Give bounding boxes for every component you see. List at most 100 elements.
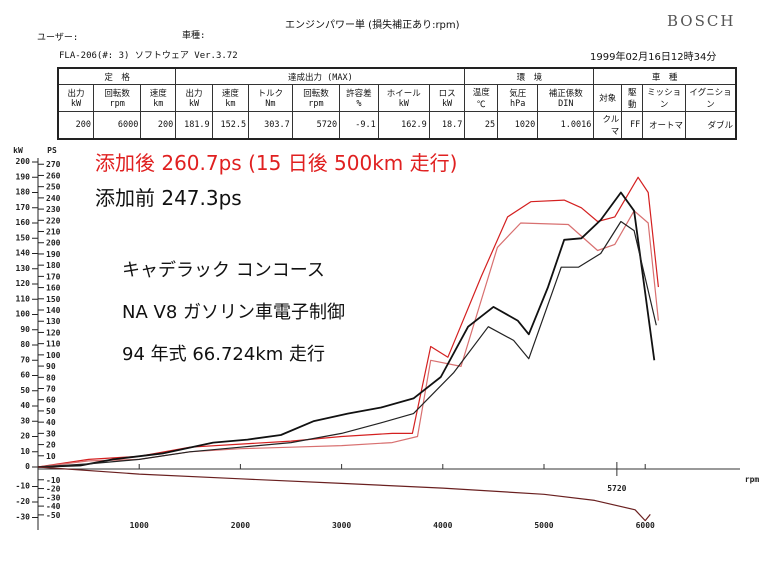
x-tick-label: 3000 [332, 521, 351, 530]
column-header: 速度 km [140, 84, 177, 112]
ps-tick-label: 230 [46, 205, 61, 214]
column-header: ミッション [642, 84, 686, 112]
datetime: 1999年02月16日12時34分 [590, 52, 717, 63]
column-header: 回転数 rpm [291, 84, 341, 112]
kw-tick-label: 60 [20, 371, 30, 380]
kw-tick-label: 0 [25, 462, 30, 471]
ps-tick-label: 110 [46, 340, 61, 349]
kw-tick-label: 70 [20, 355, 30, 364]
kw-tick-label: 40 [20, 401, 30, 410]
ps-tick-label: 210 [46, 228, 61, 237]
x-axis-label: rpm [745, 475, 760, 484]
series-line-4 [37, 466, 651, 522]
ps-tick-label: 270 [46, 160, 61, 169]
table-cell: 1.0016 [537, 111, 595, 140]
ps-tick-label: -20 [46, 485, 61, 494]
kw-tick-label: -10 [16, 482, 31, 491]
document-title: エンジンパワー単 (損失補正あり:rpm) [285, 20, 460, 31]
ps-tick-label: 160 [46, 284, 61, 293]
ps-tick-label: 150 [46, 295, 61, 304]
column-header: 許容差 % [339, 84, 379, 112]
table-group-row: 定 格 達成出力 (MAX) 環 境 車 種 [57, 67, 737, 85]
ps-tick-label: 140 [46, 306, 61, 315]
ps-tick-label: 70 [46, 385, 56, 394]
table-cell: 162.9 [377, 111, 430, 140]
x-tick-label: 5000 [534, 521, 553, 530]
table-cell: オートマ [642, 111, 686, 140]
spec-table: 定 格 達成出力 (MAX) 環 境 車 種 出力 kW 回転数 rpm 速度 km… [57, 67, 737, 140]
column-header: 温度 ℃ [464, 84, 499, 112]
y-axis-label-ps: PS [47, 146, 57, 155]
kw-tick-label: -30 [16, 513, 31, 522]
kw-tick-label: 90 [20, 325, 30, 334]
table-cell: クルマ [593, 111, 623, 140]
ps-tick-label: 40 [46, 418, 56, 427]
ps-tick-label: 10 [46, 452, 56, 461]
kw-tick-label: 180 [16, 188, 31, 197]
annotation-year: 94 年式 66.724km 走行 [122, 344, 326, 365]
ps-tick-label: 120 [46, 328, 61, 337]
kw-tick-label: 160 [16, 218, 31, 227]
x-tick-label: 2000 [231, 521, 250, 530]
ps-tick-label: -40 [46, 502, 61, 511]
kw-tick-label: 200 [16, 157, 31, 166]
ps-tick-label: 170 [46, 272, 61, 281]
table-cell: 200 [57, 111, 94, 140]
ps-tick-label: -30 [46, 493, 61, 502]
table-row: 200 6000 200 181.9 152.5 303.7 5720 -9.1 162.9 18… [57, 111, 737, 140]
kw-tick-label: 130 [16, 264, 31, 273]
column-header: 回転数 rpm [92, 84, 142, 112]
series-line-2 [37, 191, 656, 468]
column-header: 補正係数 DIN [537, 84, 595, 112]
annotation-engine: NA V8 ガソリン車電子制御 [122, 302, 345, 323]
column-header: ロス kW [428, 84, 466, 112]
device-info: FLA-206(#: 3) ソフトウェア Ver.3.72 [59, 51, 238, 61]
brand-logo: BOSCH [667, 12, 736, 30]
table-cell: 18.7 [428, 111, 466, 140]
car-label: 車種: [182, 31, 206, 41]
ps-tick-label: 180 [46, 261, 61, 270]
ps-tick-label: 30 [46, 429, 56, 438]
table-header-row: 出力 kW 回転数 rpm 速度 km 出力 kW 速度 km トルク Nm 回転数 rpm… [57, 84, 737, 112]
ps-tick-label: 100 [46, 351, 61, 360]
ps-tick-label: -10 [46, 476, 61, 485]
ps-tick-label: 250 [46, 183, 61, 192]
annotation-after: 添加後 260.7ps (15 日後 500km 走行) [95, 151, 458, 175]
x-tick-label: 4000 [433, 521, 452, 530]
ps-tick-label: 260 [46, 171, 61, 180]
kw-tick-label: 120 [16, 279, 31, 288]
ps-tick-label: 50 [46, 407, 56, 416]
column-header: ホイール kW [377, 84, 430, 112]
rpm-marker-label: 5720 [607, 484, 626, 493]
ps-tick-label: 90 [46, 362, 56, 371]
ps-tick-label: 200 [46, 239, 61, 248]
series-line-3 [37, 220, 657, 468]
ps-tick-label: 20 [46, 441, 56, 450]
y-axis-label-kw: kW [13, 146, 23, 155]
ps-tick-label: 240 [46, 194, 61, 203]
ps-tick-label: 190 [46, 250, 61, 259]
table-cell: FF [621, 111, 644, 140]
kw-tick-label: 190 [16, 172, 31, 181]
kw-tick-label: 170 [16, 203, 31, 212]
column-header: 駆動 [621, 84, 644, 112]
table-cell: 200 [140, 111, 177, 140]
series-line-0 [37, 176, 659, 468]
kw-tick-label: 80 [20, 340, 30, 349]
column-header: トルク Nm [248, 84, 293, 112]
kw-tick-label: -20 [16, 497, 31, 506]
table-cell: 303.7 [248, 111, 293, 140]
table-cell: 5720 [291, 111, 341, 140]
x-tick-label: 1000 [130, 521, 149, 530]
kw-tick-label: 100 [16, 310, 31, 319]
annotation-model: キャデラック コンコース [122, 260, 325, 281]
table-cell: 152.5 [211, 111, 250, 140]
series-line-1 [37, 210, 659, 468]
user-label: ユーザー: [37, 33, 79, 43]
ps-tick-label: 60 [46, 396, 56, 405]
kw-tick-label: 10 [20, 447, 30, 456]
table-cell: ダブル [684, 111, 737, 140]
column-header: 速度 km [211, 84, 250, 112]
x-tick-label: 6000 [636, 521, 655, 530]
kw-tick-label: 140 [16, 249, 31, 258]
